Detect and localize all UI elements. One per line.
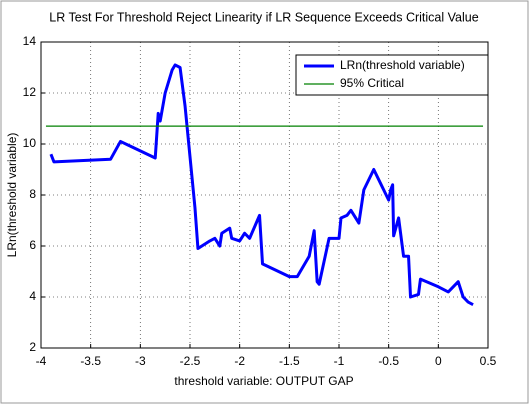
data-line [49, 63, 474, 306]
plot-area [40, 41, 489, 349]
x-tick-label: -3.5 [80, 354, 101, 368]
x-tick-label: -1 [334, 354, 345, 368]
legend-box [295, 54, 489, 96]
y-tick-label: 14 [23, 34, 37, 48]
x-tick-label: -2.5 [180, 354, 201, 368]
y-tick-label: 10 [23, 136, 37, 150]
chart-title: LR Test For Threshold Reject Linearity i… [49, 10, 478, 24]
x-tick-label: 0.5 [480, 354, 497, 368]
x-tick-label: 0 [435, 354, 442, 368]
legend-label: LRn(threshold variable) [340, 58, 465, 72]
legend-label: 95% Critical [340, 76, 404, 90]
x-tick-label: -1.5 [279, 354, 300, 368]
y-axis-label: LRn(threshold variable) [5, 133, 19, 258]
y-tick-label: 8 [29, 187, 36, 201]
x-tick-label: -0.5 [378, 354, 399, 368]
y-tick-label: 2 [29, 340, 36, 354]
y-tick-label: 12 [23, 85, 37, 99]
x-tick-label: -3 [135, 354, 146, 368]
y-tick-label: 4 [29, 289, 36, 303]
y-tick-label: 6 [29, 238, 36, 252]
x-tick-label: -4 [36, 354, 47, 368]
x-axis-label: threshold variable: OUTPUT GAP [174, 374, 353, 388]
x-tick-label: -2 [234, 354, 245, 368]
